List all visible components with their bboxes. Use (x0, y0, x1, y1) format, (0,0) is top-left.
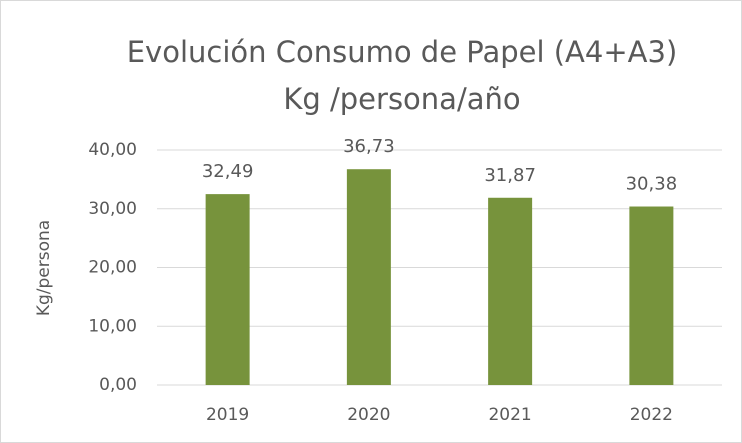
x-tick-label: 2020 (347, 405, 390, 425)
y-tick-label: 10,00 (88, 316, 137, 336)
bar (346, 169, 391, 385)
data-label: 32,49 (202, 161, 254, 182)
bar (205, 194, 250, 385)
y-tick-label: 40,00 (88, 140, 137, 160)
chart-title: Kg /persona/año (283, 82, 520, 116)
chart-title: Evolución Consumo de Papel (A4+A3) (127, 35, 678, 69)
y-tick-label: 0,00 (99, 375, 137, 395)
y-tick-label: 20,00 (88, 258, 137, 278)
bar (488, 197, 533, 385)
x-tick-label: 2022 (630, 405, 673, 425)
y-axis-label: Kg/persona (34, 220, 54, 316)
x-tick-label: 2021 (488, 405, 531, 425)
data-label: 36,73 (343, 136, 395, 157)
y-tick-label: 30,00 (88, 199, 137, 219)
data-label: 31,87 (484, 165, 536, 186)
x-tick-label: 2019 (206, 405, 249, 425)
bar (629, 206, 674, 385)
data-label: 30,38 (626, 174, 678, 195)
